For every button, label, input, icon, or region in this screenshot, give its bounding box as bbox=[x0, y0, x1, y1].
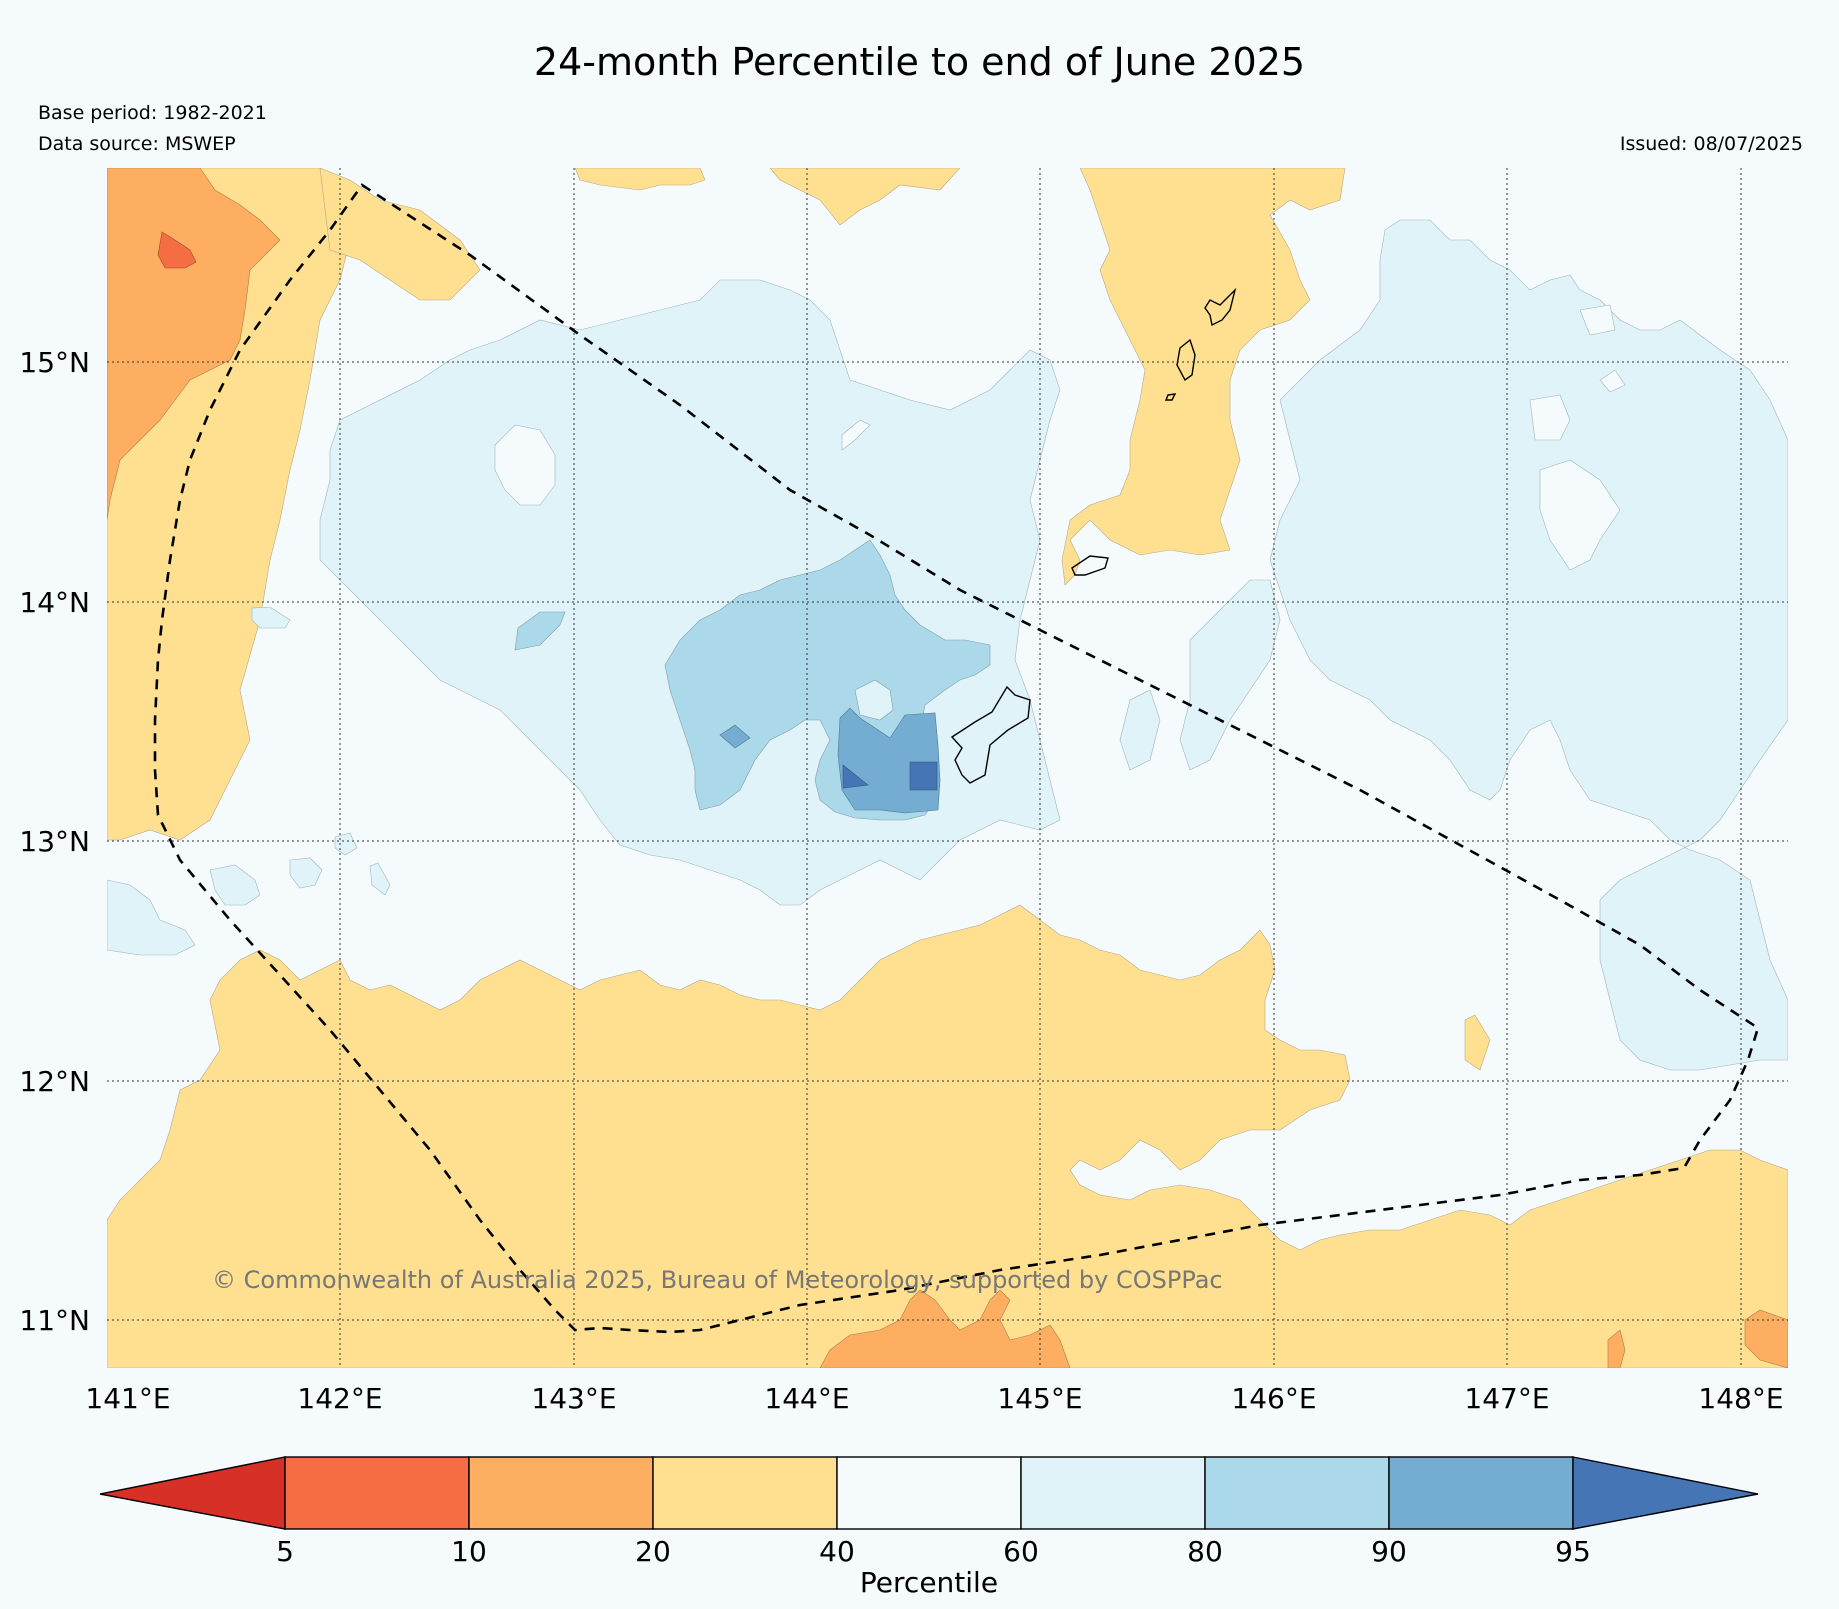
colorbar-low-extension bbox=[99, 1456, 286, 1530]
copyright-notice: © Commonwealth of Australia 2025, Bureau… bbox=[212, 1266, 1223, 1294]
colorbar-tick-90: 90 bbox=[1371, 1535, 1407, 1568]
west-blue-small-2 bbox=[209, 864, 261, 906]
southeast-orange-region bbox=[1744, 1309, 1788, 1368]
colorbar-tick-10: 10 bbox=[451, 1535, 487, 1568]
colorbar-bin-80-90 bbox=[1204, 1456, 1390, 1530]
colorbar-tick-80: 80 bbox=[1187, 1535, 1223, 1568]
lon-label-147: 147°E bbox=[1464, 1382, 1549, 1415]
hole-6 bbox=[1599, 369, 1626, 393]
map-title: 24-month Percentile to end of June 2025 bbox=[533, 40, 1306, 84]
north-strip-yellow bbox=[319, 168, 481, 301]
lon-label-144: 144°E bbox=[764, 1382, 849, 1415]
island-outlines bbox=[950, 287, 1237, 784]
lat-label-14: 14°N bbox=[19, 586, 90, 619]
lon-label-146: 146°E bbox=[1231, 1382, 1316, 1415]
colorbar-label: Percentile bbox=[860, 1566, 998, 1599]
blue-above-95-2 bbox=[909, 761, 938, 791]
blue-above-95-1 bbox=[842, 764, 869, 789]
saipan-yellow-region bbox=[1061, 168, 1346, 586]
map-field: © Commonwealth of Australia 2025, Bureau… bbox=[107, 168, 1788, 1368]
lat-label-13: 13°N bbox=[19, 825, 90, 858]
data-source-label: Data source: MSWEP bbox=[38, 133, 236, 155]
colorbar-bin-90-95 bbox=[1388, 1456, 1574, 1530]
lat-label-11: 11°N bbox=[19, 1304, 90, 1337]
graticule bbox=[107, 168, 1788, 1368]
lat-label-12: 12°N bbox=[19, 1065, 90, 1098]
west-blue-small-5 bbox=[369, 862, 391, 896]
hole-5 bbox=[1539, 459, 1621, 571]
colorbar-tick-20: 20 bbox=[635, 1535, 671, 1568]
west-blue-small-4 bbox=[251, 606, 291, 629]
west-blue-small-1 bbox=[107, 879, 196, 956]
southeast-orange-dot bbox=[1607, 1329, 1626, 1368]
east-blue-lobe bbox=[1179, 579, 1281, 771]
north-small-yellow-2 bbox=[769, 168, 961, 226]
colorbar-bin-20-40 bbox=[652, 1456, 838, 1530]
south-orange-region bbox=[819, 1289, 1071, 1368]
hole-4 bbox=[1529, 394, 1571, 441]
south-yellow-region bbox=[107, 904, 1788, 1368]
lon-label-142: 142°E bbox=[297, 1382, 382, 1415]
east-blue-small bbox=[1119, 689, 1161, 771]
longitude-labels: 141°E 142°E 143°E 144°E 145°E 146°E 147°… bbox=[85, 1382, 1783, 1415]
lon-label-143: 143°E bbox=[531, 1382, 616, 1415]
percentile-10-20-regions bbox=[107, 168, 1788, 1368]
aguijan-outline bbox=[1204, 287, 1237, 327]
colorbar-bin-5-10 bbox=[284, 1456, 470, 1530]
colorbar-bin-10-20 bbox=[468, 1456, 654, 1530]
colorbar-tick-60: 60 bbox=[1003, 1535, 1039, 1568]
lat-label-15: 15°N bbox=[19, 346, 90, 379]
mid-blue-hole bbox=[854, 679, 894, 721]
percentile-5-10-region bbox=[157, 231, 197, 269]
latitude-labels: 15°N 14°N 13°N 12°N 11°N bbox=[19, 346, 90, 1337]
north-small-yellow-1 bbox=[574, 168, 706, 191]
lon-label-141: 141°E bbox=[85, 1382, 170, 1415]
rota-outline bbox=[1071, 555, 1109, 576]
colorbar-tick-5: 5 bbox=[276, 1535, 294, 1568]
percentile-above-95-regions bbox=[842, 761, 938, 791]
issued-date-label: Issued: 08/07/2025 bbox=[1619, 133, 1803, 155]
colorbar-high-extension bbox=[1572, 1456, 1759, 1530]
hole-2 bbox=[841, 419, 871, 451]
hole-3 bbox=[1579, 304, 1616, 336]
guam-outline bbox=[950, 685, 1031, 784]
percentile-20-40-regions bbox=[107, 168, 1788, 1368]
east-blue-region bbox=[1269, 219, 1788, 1071]
mid-blue-small-1 bbox=[514, 611, 566, 651]
east-small-yellow bbox=[1464, 1014, 1491, 1071]
lon-label-145: 145°E bbox=[997, 1382, 1082, 1415]
west-blue-small-3 bbox=[289, 857, 323, 889]
hole-1 bbox=[494, 424, 556, 506]
base-period-label: Base period: 1982-2021 bbox=[38, 102, 267, 124]
lon-label-148: 148°E bbox=[1698, 1382, 1783, 1415]
eez-boundary bbox=[153, 183, 1760, 1334]
tinian-outline bbox=[1164, 393, 1177, 401]
saipan-outline bbox=[1176, 338, 1196, 382]
colorbar-tick-labels: 5 10 20 40 60 80 90 95 bbox=[276, 1535, 1591, 1568]
colorbar-bin-60-80 bbox=[1020, 1456, 1206, 1530]
colorbar-tick-40: 40 bbox=[819, 1535, 855, 1568]
blue-90-95-small bbox=[719, 724, 751, 749]
colorbar bbox=[99, 1456, 1759, 1530]
percentile-40-60-holes bbox=[494, 304, 1626, 571]
colorbar-bin-40-60 bbox=[836, 1456, 1022, 1530]
colorbar-tick-95: 95 bbox=[1555, 1535, 1591, 1568]
northwest-orange-region bbox=[107, 168, 281, 521]
